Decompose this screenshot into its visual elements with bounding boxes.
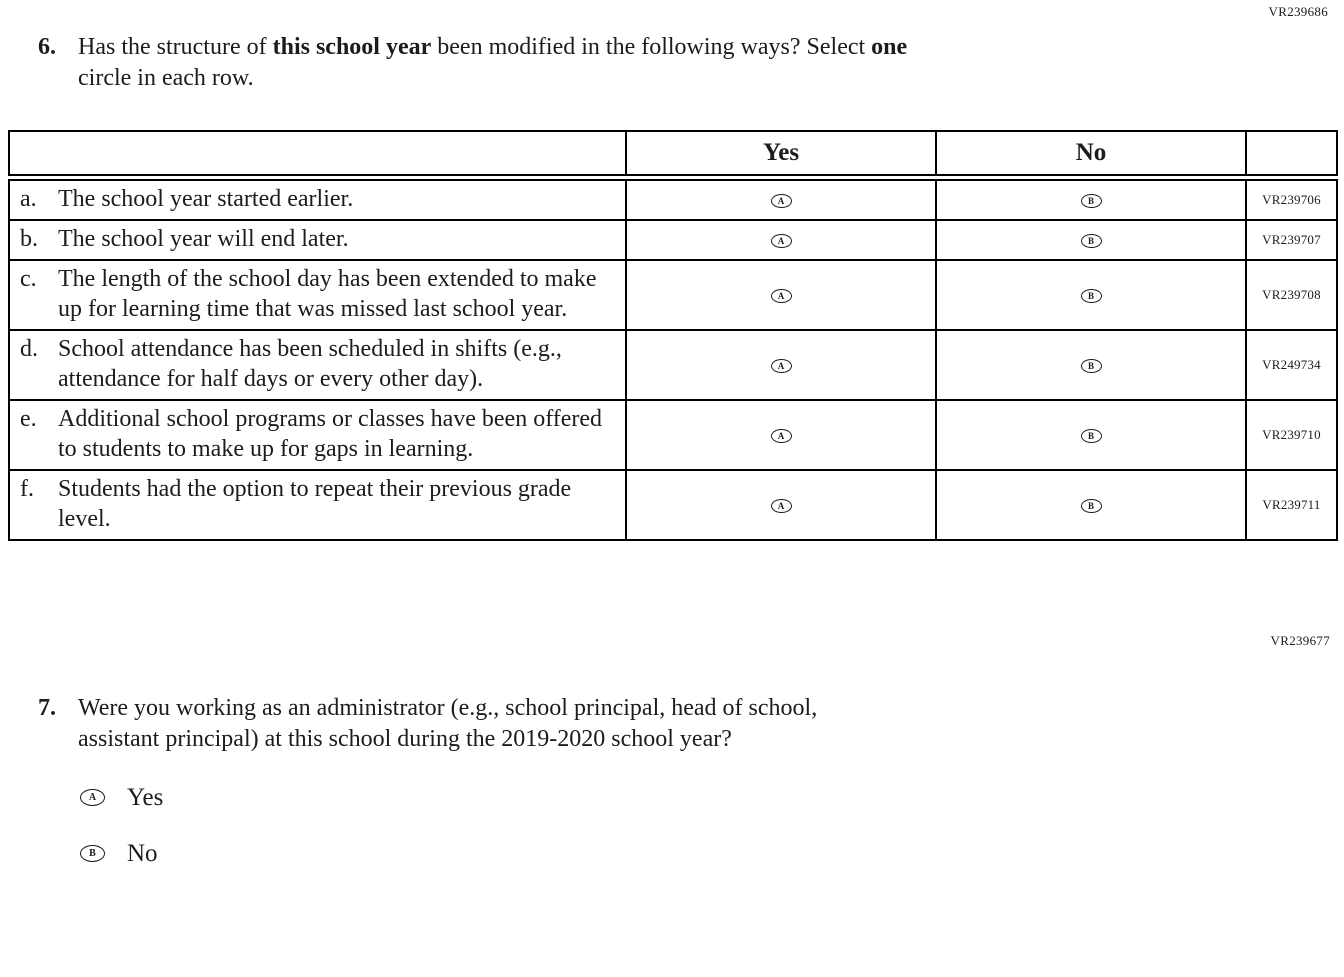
- no-bubble[interactable]: B: [1080, 499, 1102, 513]
- row-code: VR239710: [1245, 398, 1338, 471]
- option-no[interactable]: B No: [80, 839, 1344, 869]
- no-cell: B: [935, 468, 1247, 541]
- yes-cell: A: [625, 218, 937, 261]
- header-yes: Yes: [625, 130, 937, 181]
- row-statement: f. Students had the option to repeat thei…: [8, 468, 627, 541]
- table-row-f: f. Students had the option to repeat thei…: [8, 468, 1338, 541]
- no-bubble[interactable]: B: [1080, 289, 1102, 303]
- question-6-number: 6.: [38, 34, 56, 60]
- row-letter: e.: [20, 405, 37, 432]
- q6-text-part-bold: this school year: [272, 34, 432, 60]
- row-statement: c. The length of the school day has been …: [8, 258, 627, 331]
- row-text: The school year started earlier.: [58, 185, 354, 212]
- row-text: The school year will end later.: [58, 225, 349, 252]
- q6-text-part-bold: one: [871, 34, 908, 60]
- no-bubble[interactable]: B: [1080, 234, 1102, 248]
- question-7-line1: Were you working as an administrator (e.…: [78, 694, 818, 721]
- question-6-line2: circle in each row.: [78, 65, 254, 91]
- q6-text-part: Has the structure of: [78, 34, 273, 60]
- row-letter: b.: [20, 225, 38, 252]
- question-6: 6. Has the structure of this school year…: [38, 32, 1344, 94]
- row-text: Additional school programs or classes ha…: [58, 405, 603, 462]
- yes-bubble[interactable]: A: [770, 194, 792, 208]
- table-row-d: d. School attendance has been scheduled i…: [8, 328, 1338, 401]
- row-code: VR239707: [1245, 218, 1338, 261]
- question-6-text: Has the structure of this school year be…: [78, 32, 907, 94]
- row-text: The length of the school day has been ex…: [58, 265, 597, 322]
- form-code-mid: VR239677: [1270, 632, 1330, 648]
- row-letter: d.: [20, 335, 38, 362]
- option-yes-label: Yes: [127, 783, 164, 811]
- no-bubble[interactable]: B: [1080, 429, 1102, 443]
- row-statement: a. The school year started earlier.: [8, 176, 627, 221]
- row-statement: b. The school year will end later.: [8, 218, 627, 261]
- row-statement: d. School attendance has been scheduled i…: [8, 328, 627, 401]
- no-cell: B: [935, 328, 1247, 401]
- no-cell: B: [935, 218, 1247, 261]
- yes-bubble[interactable]: A: [770, 234, 792, 248]
- option-no-label: No: [127, 839, 158, 867]
- row-code: VR239708: [1245, 258, 1338, 331]
- question-7: 7. Were you working as an administrator …: [38, 693, 1344, 755]
- row-letter: a.: [20, 185, 37, 212]
- row-code: VR239711: [1245, 468, 1338, 541]
- yes-bubble[interactable]: A: [770, 289, 792, 303]
- yes-bubble[interactable]: A: [770, 359, 792, 373]
- header-blank: [8, 130, 627, 181]
- yes-cell: A: [625, 258, 937, 331]
- row-statement: e. Additional school programs or classes …: [8, 398, 627, 471]
- question-7-number: 7.: [38, 694, 56, 721]
- no-bubble[interactable]: B: [1080, 359, 1102, 373]
- table-row-c: c. The length of the school day has been …: [8, 258, 1338, 331]
- header-no: No: [935, 130, 1247, 181]
- no-bubble[interactable]: B: [80, 845, 105, 862]
- yes-bubble[interactable]: A: [80, 789, 105, 806]
- no-cell: B: [935, 176, 1247, 221]
- yes-cell: A: [625, 468, 937, 541]
- table-header-row: Yes No: [8, 130, 1338, 181]
- question-7-text: Were you working as an administrator (e.…: [78, 693, 817, 755]
- no-cell: B: [935, 258, 1247, 331]
- row-text: Students had the option to repeat their …: [58, 475, 572, 532]
- yes-cell: A: [625, 398, 937, 471]
- option-yes[interactable]: A Yes: [80, 783, 1344, 813]
- table-row-b: b. The school year will end later. A B VR…: [8, 218, 1338, 261]
- yes-bubble[interactable]: A: [770, 499, 792, 513]
- question-7-options: A Yes B No: [80, 783, 1344, 869]
- header-code-blank: [1245, 130, 1338, 181]
- row-text: School attendance has been scheduled in …: [58, 335, 562, 392]
- question-7-line2: assistant principal) at this school duri…: [78, 725, 732, 752]
- table-row-e: e. Additional school programs or classes …: [8, 398, 1338, 471]
- row-letter: f.: [20, 475, 34, 502]
- yes-cell: A: [625, 176, 937, 221]
- yes-cell: A: [625, 328, 937, 401]
- yes-bubble[interactable]: A: [770, 429, 792, 443]
- q6-text-part: been modified in the following ways? Sel…: [431, 34, 872, 60]
- q6-response-table: Yes No a. The school year started earlier…: [8, 130, 1338, 541]
- no-cell: B: [935, 398, 1247, 471]
- no-bubble[interactable]: B: [1080, 194, 1102, 208]
- row-letter: c.: [20, 265, 37, 292]
- row-code: VR249734: [1245, 328, 1338, 401]
- question-6-line1: Has the structure of this school year be…: [78, 32, 907, 63]
- row-code: VR239706: [1245, 176, 1338, 221]
- form-code-top: VR239686: [1268, 4, 1328, 19]
- table-row-a: a. The school year started earlier. A B V…: [8, 176, 1338, 221]
